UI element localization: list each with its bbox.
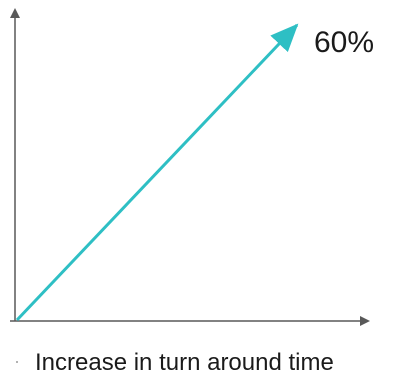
stray-dot: [16, 361, 18, 363]
x-axis-label: Increase in turn around time: [35, 349, 334, 376]
annotation-label: 60%: [314, 26, 374, 59]
trend-arrow: [15, 23, 299, 322]
